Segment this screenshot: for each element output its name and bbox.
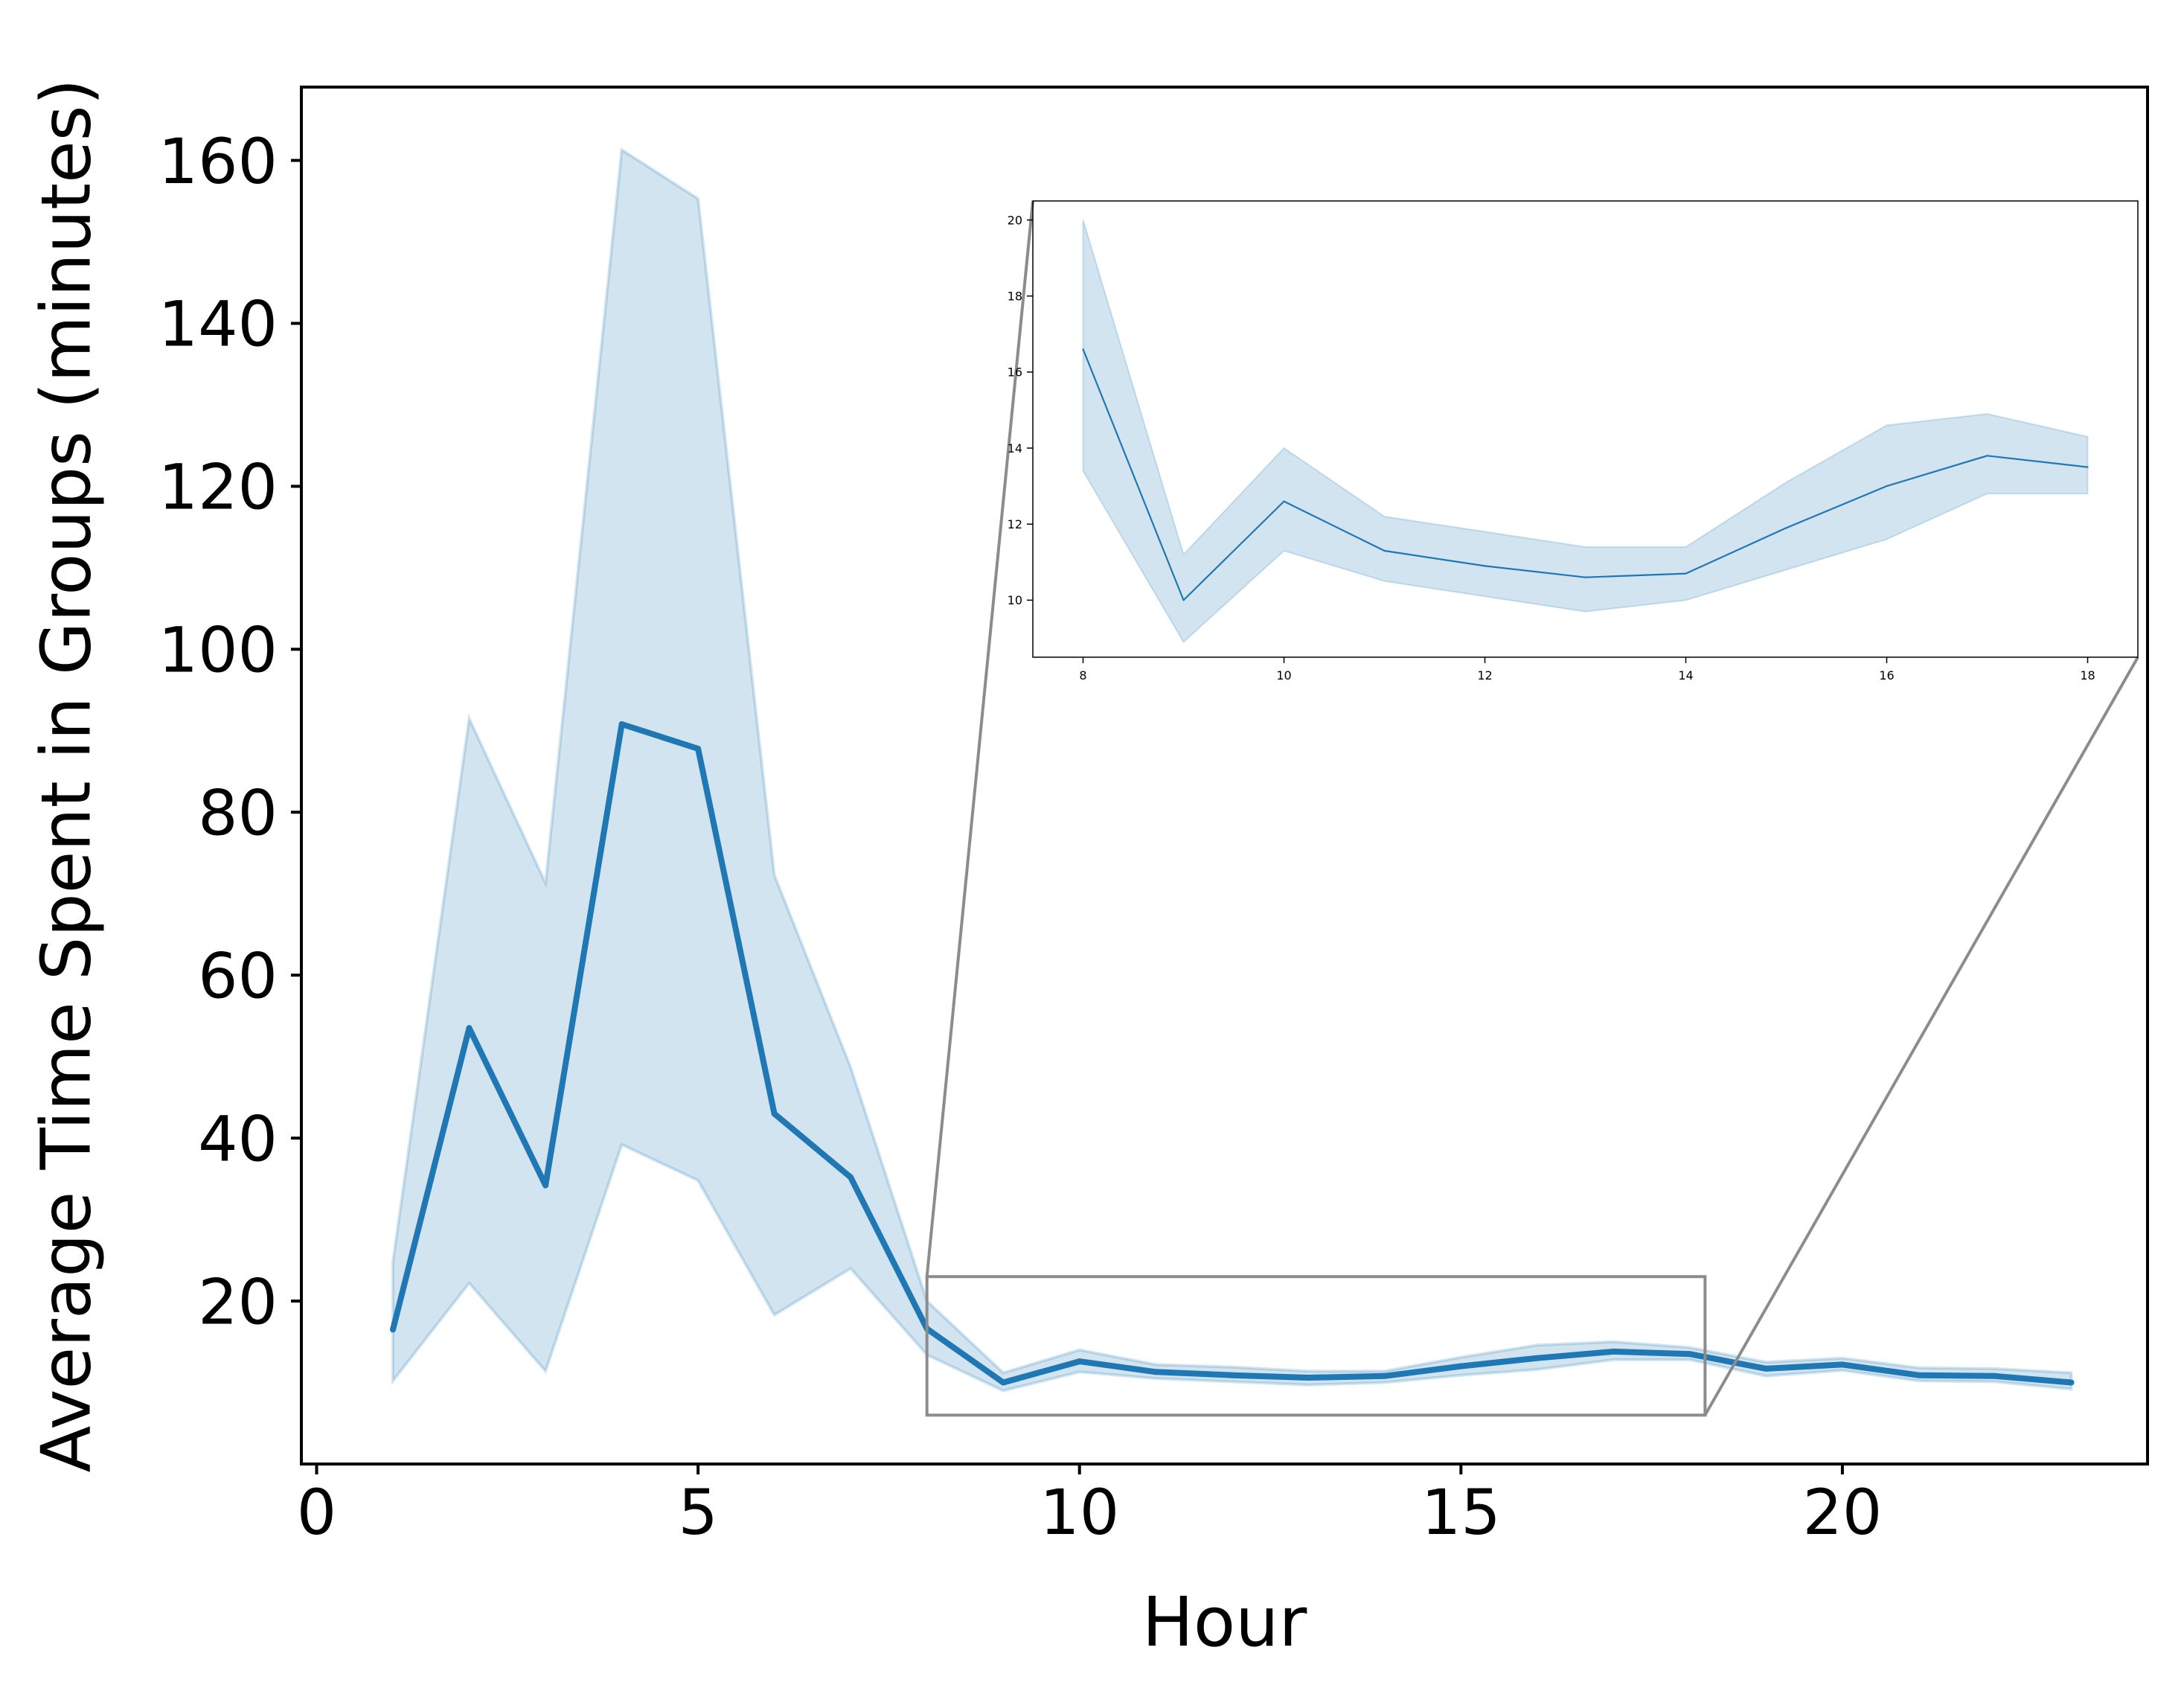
inset-plot-frame — [1032, 200, 2139, 658]
y-axis-label: Average Time Spent in Groups (minutes) — [26, 78, 106, 1472]
inset-y-tick-label: 16 — [1008, 365, 1022, 380]
main-data-point — [1915, 1372, 1922, 1378]
main-y-tick-label: 140 — [158, 288, 278, 361]
x-axis-label: Hour — [1142, 1582, 1307, 1662]
main-y-tick-label: 160 — [158, 125, 278, 198]
main-data-point — [1229, 1372, 1235, 1378]
main-data-point — [1992, 1372, 1998, 1379]
inset-data-point — [1484, 565, 1486, 567]
inset-data-point — [1584, 576, 1586, 578]
inset-data-point — [1383, 549, 1386, 552]
inset-y-axis-ticks: 10 12 14 16 18 20 — [1008, 213, 1033, 607]
inset-confidence-band-layer — [1082, 220, 2089, 644]
inset-plot: 8 10 12 14 16 18 10 12 14 16 18 20 — [1008, 200, 2139, 683]
main-data-point — [695, 745, 702, 752]
main-x-axis-ticks: 0 5 10 15 20 — [297, 1464, 1882, 1549]
inset-data-point — [2087, 466, 2089, 468]
inset-y-tick-label: 12 — [1008, 517, 1022, 531]
main-x-tick-label: 10 — [1040, 1476, 1119, 1549]
inset-data-point — [1886, 485, 1888, 488]
main-data-point — [1076, 1358, 1083, 1365]
main-x-tick-label: 15 — [1421, 1476, 1501, 1549]
inset-x-tick-label: 12 — [1477, 668, 1492, 683]
main-y-tick-label: 20 — [198, 1265, 278, 1338]
main-data-point — [1381, 1372, 1388, 1379]
inset-y-tick-label: 18 — [1008, 289, 1022, 303]
zoom-box — [925, 1275, 1707, 1417]
main-data-point — [466, 1025, 473, 1032]
main-data-point — [1686, 1351, 1693, 1358]
inset-x-tick-label: 10 — [1276, 668, 1291, 683]
main-x-tick-label: 0 — [297, 1476, 336, 1549]
main-y-tick-label: 120 — [158, 451, 278, 524]
inset-data-point — [1082, 348, 1084, 351]
inset-data-point — [1182, 599, 1185, 601]
main-x-tick-label: 20 — [1802, 1476, 1882, 1549]
inset-y-tick-label: 14 — [1008, 441, 1022, 456]
inset-data-point — [1283, 500, 1285, 502]
inset-data-point — [1685, 572, 1687, 575]
main-data-point — [542, 1182, 549, 1189]
main-data-point — [1153, 1369, 1159, 1375]
main-data-point — [1000, 1379, 1007, 1386]
main-y-tick-label: 60 — [198, 939, 278, 1012]
inset-x-tick-label: 8 — [1079, 668, 1086, 683]
main-data-point — [771, 1110, 778, 1117]
inset-x-tick-label: 18 — [2080, 668, 2095, 683]
main-line-layer — [390, 721, 2075, 1386]
inset-x-axis-ticks: 8 10 12 14 16 18 — [1079, 657, 2095, 683]
inset-x-tick-label: 16 — [1879, 668, 1894, 683]
main-y-axis-ticks: 20 40 60 80 100 120 140 160 — [158, 125, 301, 1338]
main-confidence-band — [391, 147, 2073, 1393]
main-data-point — [1534, 1355, 1540, 1361]
main-confidence-band-layer — [391, 147, 2073, 1393]
zoom-connector-right — [1703, 656, 2139, 1416]
main-y-tick-label: 40 — [198, 1102, 278, 1175]
main-plot: 0 5 10 15 20 20 40 60 80 100 120 140 160 Hour Avera… — [26, 78, 2149, 1662]
inset-y-tick-label: 10 — [1008, 593, 1022, 607]
zoom-connector-left — [925, 200, 1034, 1277]
main-data-point — [1610, 1348, 1617, 1355]
main-data-point — [618, 721, 625, 727]
inset-data-point — [1785, 527, 1787, 529]
main-data-point — [1305, 1375, 1312, 1381]
inset-confidence-band — [1082, 220, 2089, 644]
main-data-point — [1458, 1363, 1464, 1369]
main-data-point — [1763, 1365, 1770, 1372]
inset-line-layer — [1082, 348, 2089, 601]
main-y-tick-label: 100 — [158, 614, 278, 687]
main-y-tick-label: 80 — [198, 777, 278, 850]
inset-data-point — [1986, 455, 1988, 457]
main-data-point — [390, 1326, 396, 1333]
inset-y-tick-label: 20 — [1008, 213, 1022, 227]
main-data-point — [848, 1174, 854, 1180]
zoom-indicator — [925, 200, 2139, 1417]
main-plot-frame — [300, 86, 2149, 1466]
main-data-point — [1839, 1361, 1845, 1368]
main-x-tick-label: 5 — [678, 1476, 717, 1549]
inset-x-tick-label: 14 — [1678, 668, 1693, 683]
main-data-point — [2068, 1379, 2075, 1386]
